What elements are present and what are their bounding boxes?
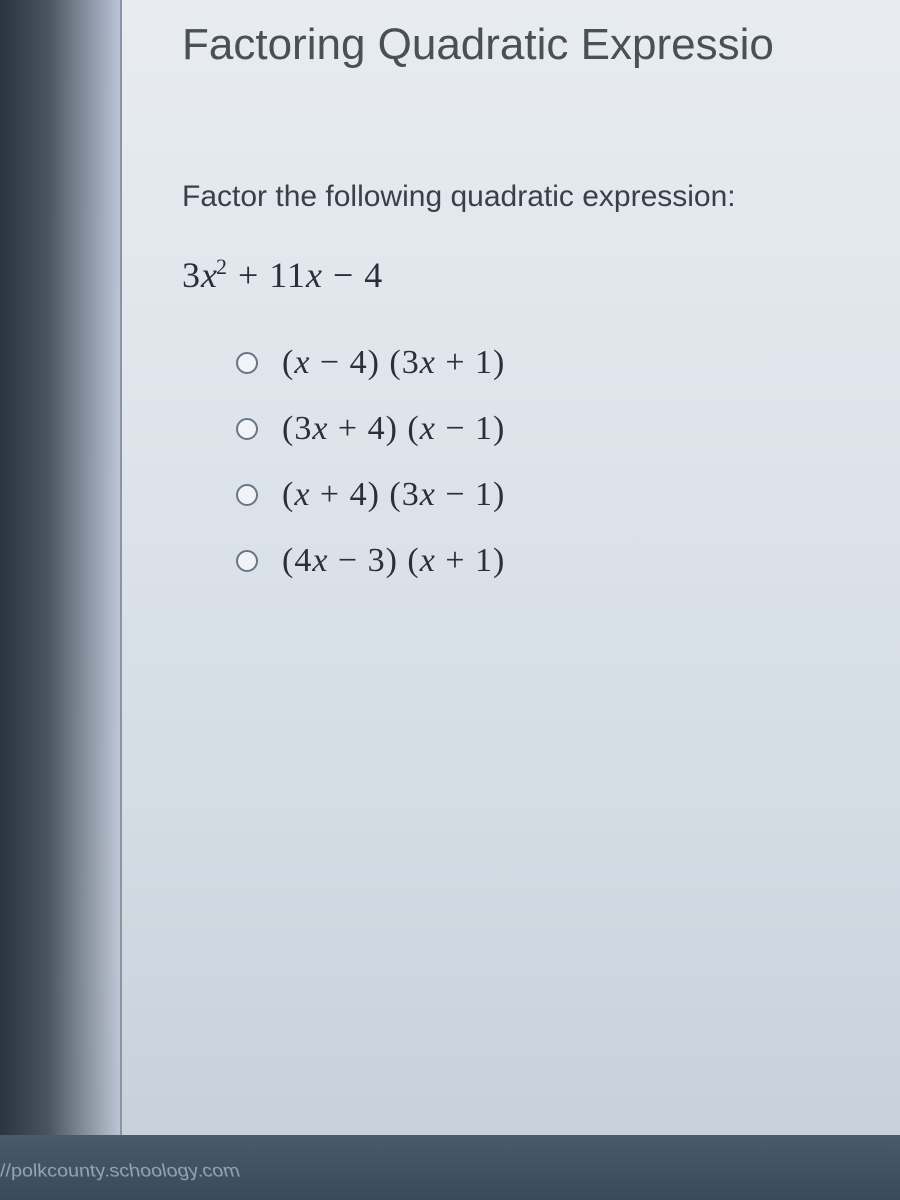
option-label: (x + 4) (3x − 1) xyxy=(282,476,505,514)
radio-button[interactable] xyxy=(236,484,258,506)
option-label: (x − 4) (3x + 1) xyxy=(282,344,505,382)
screen-bezel-left xyxy=(0,0,120,1200)
answer-options-group: (x − 4) (3x + 1) (3x + 4) (x − 1) (x + 4… xyxy=(182,344,900,580)
option-label: (3x + 4) (x − 1) xyxy=(282,410,505,448)
option-row[interactable]: (x − 4) (3x + 1) xyxy=(236,344,900,382)
radio-button[interactable] xyxy=(236,418,258,440)
url-fragment: //polkcounty.schoology.com xyxy=(0,1162,243,1182)
option-row[interactable]: (x + 4) (3x − 1) xyxy=(236,476,900,514)
quiz-content-panel: Factoring Quadratic Expressio Factor the… xyxy=(120,0,900,1135)
question-prompt: Factor the following quadratic expressio… xyxy=(182,180,900,214)
quadratic-expression: 3x2 + 11x − 4 xyxy=(182,254,900,296)
radio-button[interactable] xyxy=(236,352,258,374)
option-label: (4x − 3) (x + 1) xyxy=(282,542,505,580)
option-row[interactable]: (3x + 4) (x − 1) xyxy=(236,410,900,448)
option-row[interactable]: (4x − 3) (x + 1) xyxy=(236,542,900,580)
browser-status-bar: //polkcounty.schoology.com xyxy=(0,1135,900,1200)
radio-button[interactable] xyxy=(236,550,258,572)
page-title: Factoring Quadratic Expressio xyxy=(182,20,900,70)
